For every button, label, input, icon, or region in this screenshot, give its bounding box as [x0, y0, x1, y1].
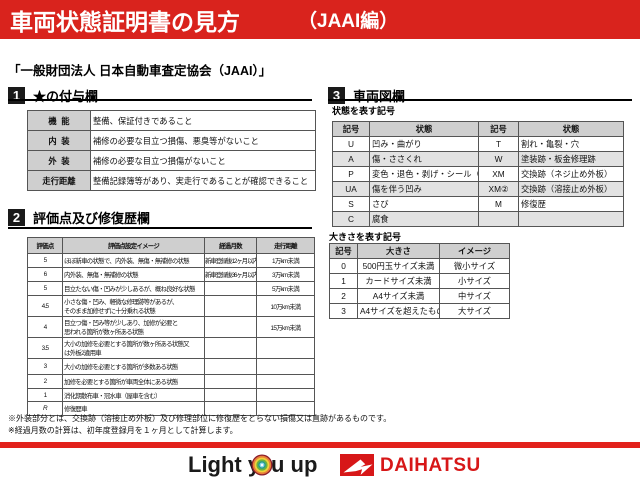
- svg-text:Light y: Light y: [188, 452, 261, 477]
- svg-text:u up: u up: [271, 452, 317, 477]
- svg-text:DAIHATSU: DAIHATSU: [380, 455, 481, 476]
